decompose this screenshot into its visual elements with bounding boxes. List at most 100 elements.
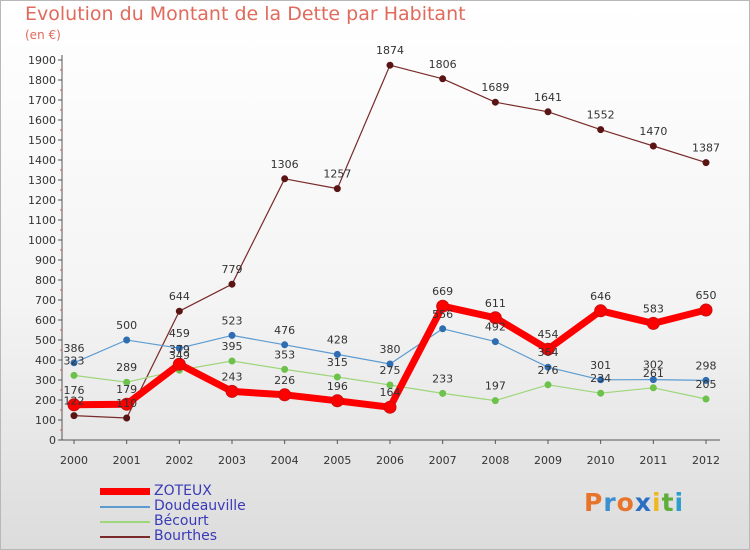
data-label: 500 <box>116 319 137 332</box>
data-point <box>594 304 608 318</box>
data-label: 779 <box>222 263 243 276</box>
data-label: 523 <box>222 314 243 327</box>
chart-title: Evolution du Montant de la Dette par Hab… <box>25 3 466 25</box>
data-point <box>649 376 657 384</box>
legend-swatch-becourt <box>100 521 150 523</box>
data-label: 454 <box>538 328 559 341</box>
data-point <box>544 381 552 389</box>
data-label: 386 <box>64 342 85 355</box>
data-point <box>70 371 78 379</box>
legend-label-bourthes: Bourthes <box>154 528 218 544</box>
data-label: 196 <box>327 380 348 393</box>
data-label: 315 <box>327 356 348 369</box>
x-tick-label: 2007 <box>429 454 457 467</box>
data-label: 1689 <box>481 81 509 94</box>
data-point <box>702 376 710 384</box>
legend-label-doudeauville: Doudeauville <box>154 498 246 514</box>
logo-letter: i <box>674 488 685 517</box>
x-tick-label: 2010 <box>587 454 615 467</box>
y-tick-label: 800 <box>35 274 56 287</box>
data-label: 301 <box>590 359 611 372</box>
logo-letter: P <box>584 488 604 517</box>
data-label: 556 <box>432 308 453 321</box>
data-label: 583 <box>643 302 664 315</box>
legend-swatch-zoteux <box>100 488 150 495</box>
data-label: 261 <box>643 367 664 380</box>
data-label: 459 <box>169 327 190 340</box>
logo-letter: i <box>652 488 662 517</box>
data-point <box>491 397 499 405</box>
data-label: 1387 <box>692 142 720 155</box>
data-label: 1874 <box>376 44 404 57</box>
logo-letter: r <box>603 488 617 517</box>
logo-letter: o <box>616 488 635 517</box>
data-point <box>649 142 657 150</box>
data-label: 197 <box>485 380 506 393</box>
data-point <box>333 350 341 358</box>
data-point <box>439 389 447 397</box>
y-tick-label: 1400 <box>28 154 56 167</box>
data-label: 323 <box>64 354 85 367</box>
data-label: 349 <box>169 349 190 362</box>
data-point <box>491 98 499 106</box>
y-tick-label: 1200 <box>28 194 56 207</box>
data-label: 1257 <box>323 168 351 181</box>
data-label: 176 <box>64 384 85 397</box>
data-label: 492 <box>485 321 506 334</box>
y-tick-label: 1300 <box>28 174 56 187</box>
data-label: 122 <box>64 395 85 408</box>
data-label: 1552 <box>587 109 615 122</box>
x-tick-label: 2000 <box>60 454 88 467</box>
y-tick-label: 700 <box>35 294 56 307</box>
x-tick-label: 2012 <box>692 454 720 467</box>
data-point <box>488 311 502 325</box>
data-point <box>228 280 236 288</box>
data-label: 476 <box>274 324 295 337</box>
data-point <box>67 398 81 412</box>
y-tick-label: 1500 <box>28 134 56 147</box>
x-tick-label: 2001 <box>113 454 141 467</box>
data-point <box>120 397 134 411</box>
data-point <box>386 61 394 69</box>
y-tick-label: 1100 <box>28 214 56 227</box>
data-label: 275 <box>380 364 401 377</box>
data-label: 669 <box>432 285 453 298</box>
data-point <box>544 363 552 371</box>
y-tick-label: 1800 <box>28 74 56 87</box>
data-label: 644 <box>169 290 190 303</box>
data-label: 289 <box>116 361 137 374</box>
y-tick-label: 1000 <box>28 234 56 247</box>
x-tick-label: 2008 <box>481 454 509 467</box>
x-tick-label: 2004 <box>271 454 299 467</box>
data-point <box>597 126 605 134</box>
data-label: 395 <box>222 340 243 353</box>
data-point <box>330 394 344 408</box>
x-tick-label: 2005 <box>323 454 351 467</box>
data-label: 234 <box>590 372 611 385</box>
data-label: 650 <box>696 289 717 302</box>
y-tick-label: 900 <box>35 254 56 267</box>
x-tick-label: 2006 <box>376 454 404 467</box>
data-point <box>123 414 131 422</box>
data-point <box>175 344 183 352</box>
data-label: 1306 <box>271 158 299 171</box>
y-tick-label: 200 <box>35 394 56 407</box>
data-label: 1641 <box>534 91 562 104</box>
legend-label-becourt: Bécourt <box>154 513 209 529</box>
data-point <box>383 400 397 414</box>
data-label: 611 <box>485 297 506 310</box>
data-point <box>225 384 239 398</box>
data-label: 298 <box>696 359 717 372</box>
proxiti-logo: Proxiti <box>584 488 684 517</box>
data-label: 646 <box>590 290 611 303</box>
data-label: 1470 <box>639 125 667 138</box>
data-point <box>123 378 131 386</box>
y-tick-label: 300 <box>35 374 56 387</box>
legend-label-zoteux: ZOTEUX <box>154 483 212 499</box>
data-point <box>646 316 660 330</box>
y-tick-label: 0 <box>49 434 56 447</box>
data-point <box>333 185 341 193</box>
data-point <box>175 307 183 315</box>
